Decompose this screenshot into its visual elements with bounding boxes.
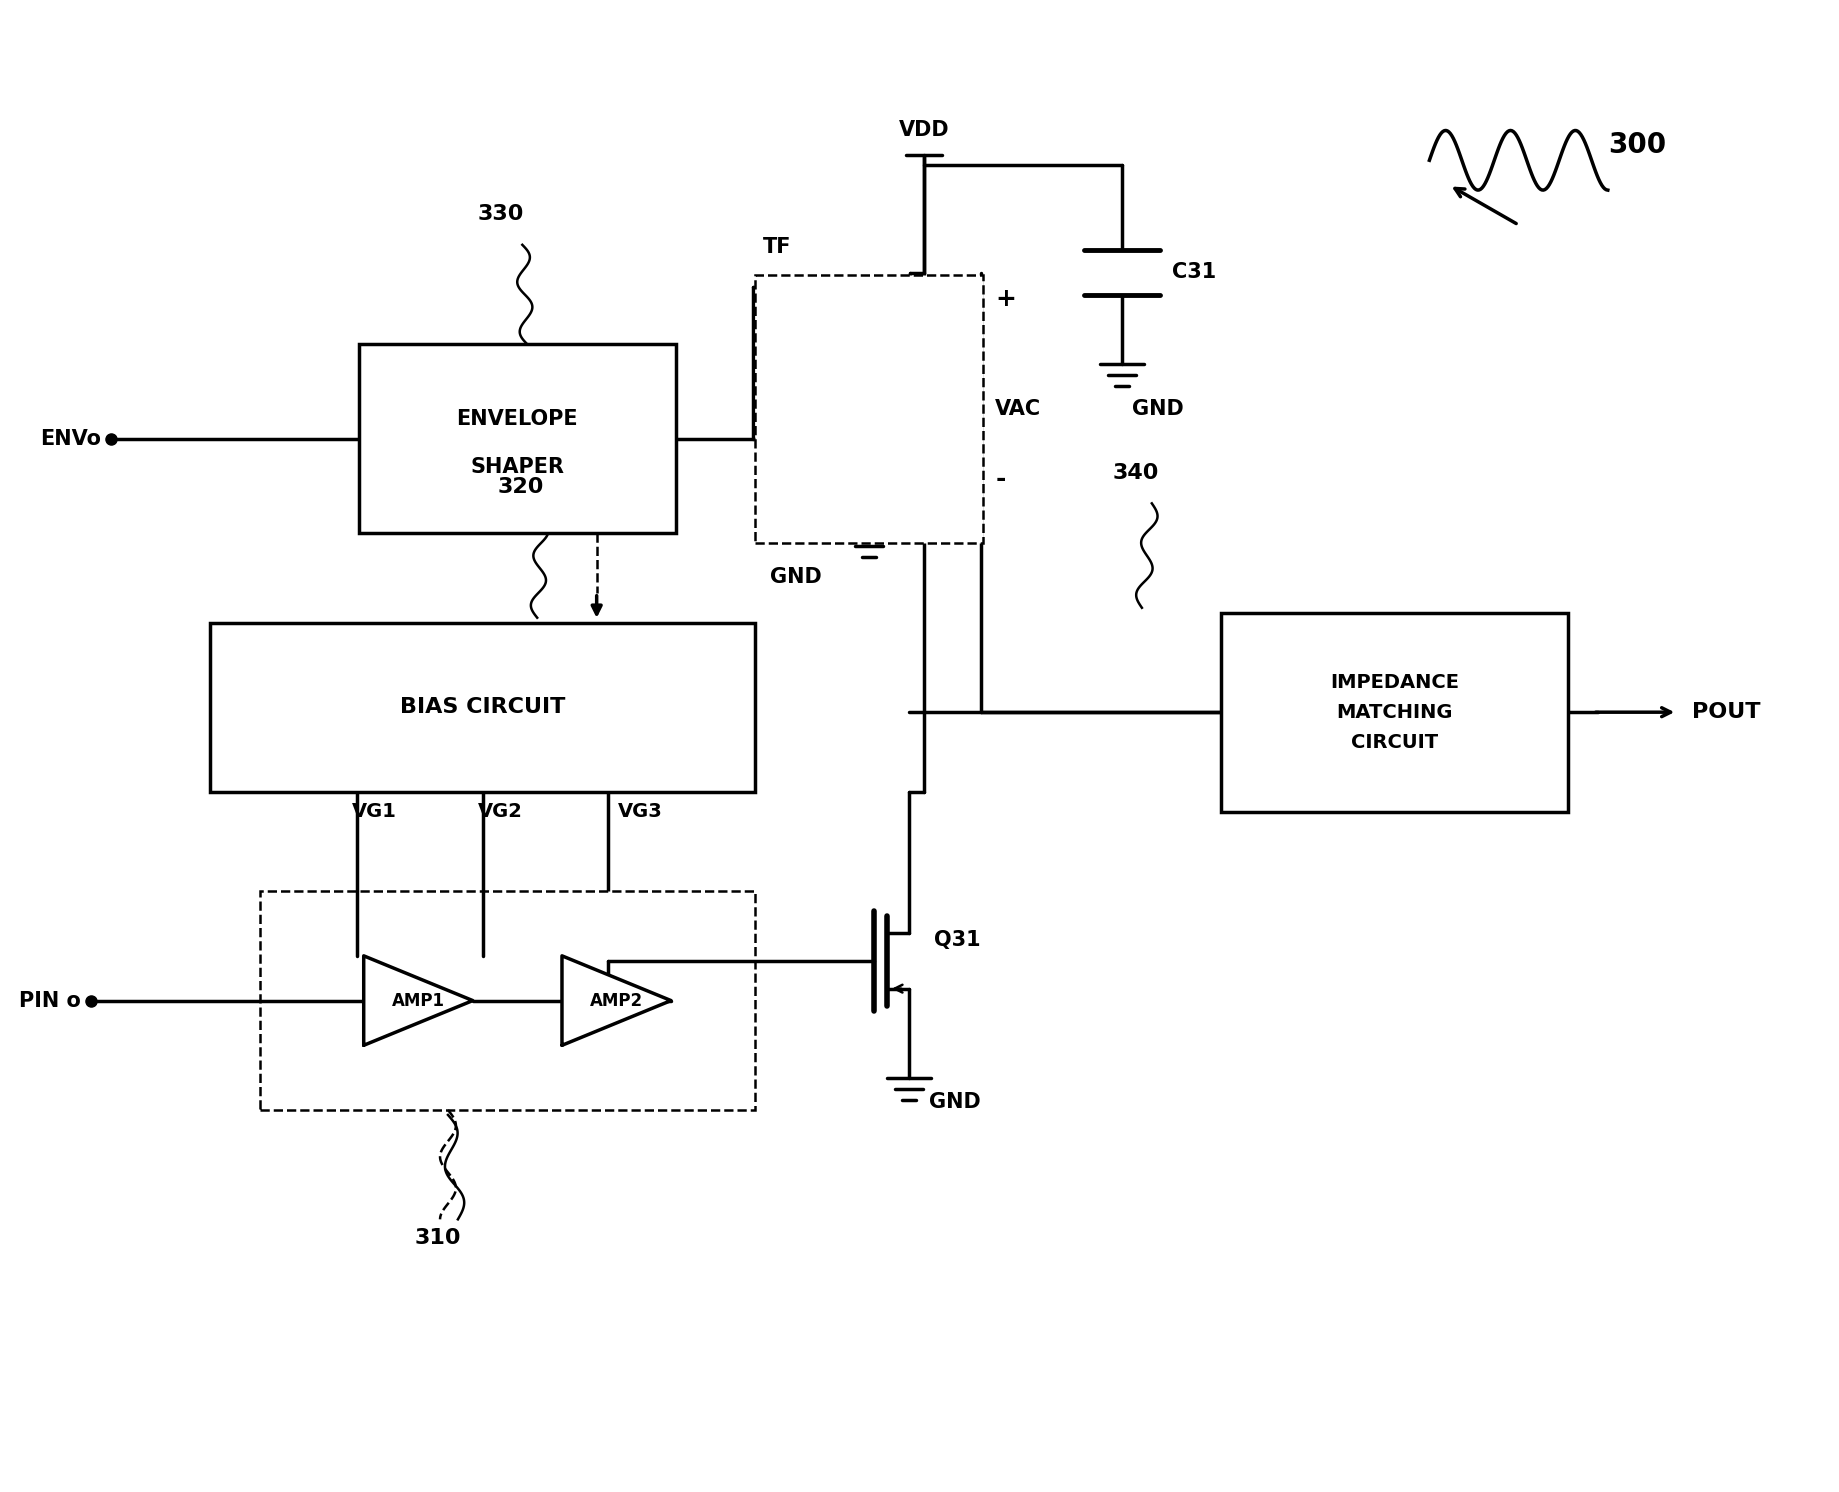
Text: +: + — [995, 286, 1015, 310]
Text: VAC: VAC — [995, 398, 1041, 419]
Text: 310: 310 — [414, 1228, 462, 1249]
Text: 340: 340 — [1111, 463, 1159, 482]
Text: MATCHING: MATCHING — [1335, 703, 1453, 722]
Text: ENVo: ENVo — [40, 428, 101, 449]
Text: AMP1: AMP1 — [392, 992, 445, 1010]
Text: AMP2: AMP2 — [590, 992, 642, 1010]
Bar — [359, 345, 675, 533]
Text: C31: C31 — [1171, 263, 1216, 282]
Text: VG3: VG3 — [618, 801, 662, 821]
Text: TF: TF — [763, 237, 791, 257]
Text: POUT: POUT — [1692, 703, 1760, 722]
Polygon shape — [561, 956, 671, 1046]
Text: VG1: VG1 — [351, 801, 397, 821]
Text: VG2: VG2 — [478, 801, 522, 821]
Text: BIAS CIRCUIT: BIAS CIRCUIT — [399, 697, 565, 718]
Bar — [259, 891, 754, 1110]
Bar — [1221, 613, 1567, 812]
Text: GND: GND — [1131, 398, 1182, 419]
Text: -: - — [995, 467, 1006, 491]
Text: 320: 320 — [497, 477, 544, 497]
Text: IMPEDANCE: IMPEDANCE — [1330, 673, 1458, 692]
Text: GND: GND — [929, 1092, 980, 1112]
Text: PIN o: PIN o — [18, 991, 81, 1010]
Text: Q31: Q31 — [932, 930, 980, 950]
Text: VDD: VDD — [897, 121, 949, 140]
Text: 300: 300 — [1607, 131, 1664, 160]
Text: CIRCUIT: CIRCUIT — [1350, 733, 1438, 752]
Text: SHAPER: SHAPER — [471, 457, 565, 476]
Polygon shape — [364, 956, 473, 1046]
Text: 330: 330 — [478, 204, 524, 224]
Bar — [754, 275, 982, 543]
Bar — [210, 622, 754, 792]
Text: ENVELOPE: ENVELOPE — [456, 409, 577, 428]
Text: GND: GND — [771, 567, 822, 586]
